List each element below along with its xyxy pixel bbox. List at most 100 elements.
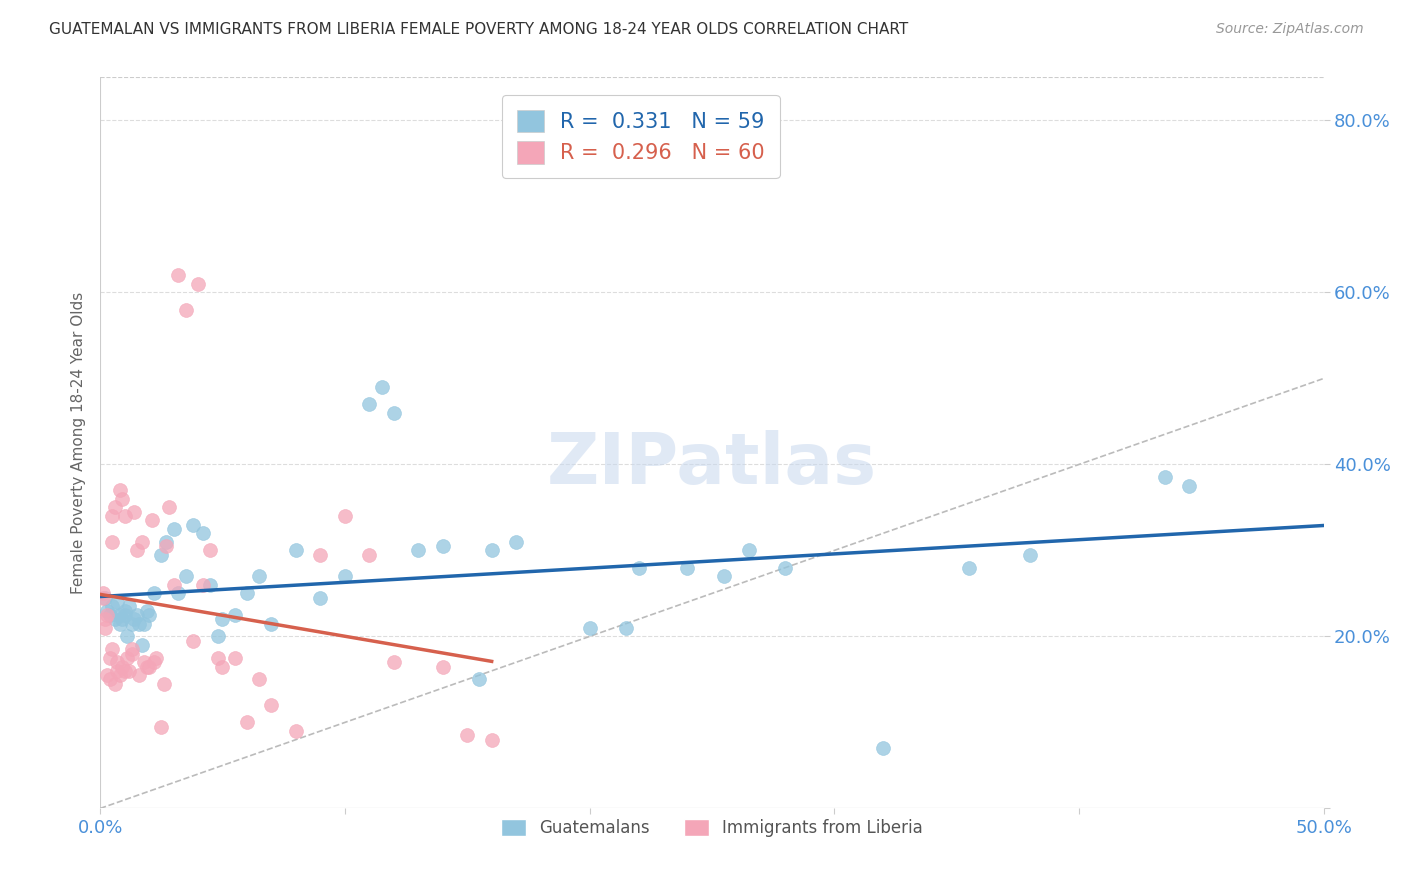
Point — [309, 548, 332, 562]
Point — [468, 673, 491, 687]
Point — [118, 664, 141, 678]
Point — [150, 548, 173, 562]
Point — [614, 621, 637, 635]
Point — [124, 612, 146, 626]
Point — [104, 612, 127, 626]
Point — [104, 677, 127, 691]
Point — [114, 607, 136, 622]
Point — [91, 591, 114, 605]
Point — [247, 569, 270, 583]
Point — [134, 655, 156, 669]
Point — [143, 586, 166, 600]
Point — [150, 720, 173, 734]
Point — [191, 578, 214, 592]
Point — [1019, 548, 1042, 562]
Point — [174, 569, 197, 583]
Point — [121, 647, 143, 661]
Point — [152, 677, 174, 691]
Point — [114, 604, 136, 618]
Point — [115, 630, 138, 644]
Y-axis label: Female Poverty Among 18-24 Year Olds: Female Poverty Among 18-24 Year Olds — [72, 292, 86, 594]
Point — [134, 616, 156, 631]
Point — [94, 612, 117, 626]
Point — [333, 509, 356, 524]
Point — [260, 698, 283, 713]
Point — [105, 595, 128, 609]
Point — [101, 599, 124, 614]
Point — [236, 715, 259, 730]
Point — [224, 651, 246, 665]
Point — [191, 526, 214, 541]
Point — [143, 655, 166, 669]
Point — [98, 673, 121, 687]
Point — [101, 642, 124, 657]
Point — [111, 491, 134, 506]
Point — [131, 638, 153, 652]
Point — [207, 651, 229, 665]
Point — [359, 548, 381, 562]
Point — [114, 509, 136, 524]
Point — [359, 397, 381, 411]
Point — [284, 543, 307, 558]
Point — [167, 268, 190, 283]
Point — [111, 612, 134, 626]
Point — [125, 543, 148, 558]
Point — [141, 513, 163, 527]
Point — [162, 578, 184, 592]
Legend: Guatemalans, Immigrants from Liberia: Guatemalans, Immigrants from Liberia — [495, 813, 929, 844]
Point — [627, 560, 650, 574]
Point — [128, 668, 150, 682]
Point — [432, 659, 454, 673]
Point — [121, 642, 143, 657]
Point — [505, 534, 527, 549]
Point — [91, 586, 114, 600]
Point — [121, 616, 143, 631]
Point — [94, 591, 117, 605]
Point — [260, 616, 283, 631]
Point — [174, 302, 197, 317]
Point — [94, 621, 117, 635]
Point — [309, 591, 332, 605]
Point — [872, 741, 894, 756]
Point — [187, 277, 209, 291]
Point — [167, 586, 190, 600]
Point — [211, 612, 233, 626]
Point — [96, 607, 118, 622]
Point — [101, 534, 124, 549]
Point — [481, 543, 503, 558]
Text: Source: ZipAtlas.com: Source: ZipAtlas.com — [1216, 22, 1364, 37]
Point — [98, 607, 121, 622]
Point — [105, 655, 128, 669]
Point — [135, 659, 157, 673]
Point — [155, 539, 177, 553]
Point — [200, 578, 222, 592]
Point — [98, 651, 121, 665]
Point — [111, 659, 134, 673]
Point — [432, 539, 454, 553]
Point — [162, 522, 184, 536]
Point — [131, 534, 153, 549]
Point — [138, 607, 160, 622]
Point — [108, 607, 131, 622]
Point — [481, 732, 503, 747]
Point — [104, 500, 127, 515]
Point — [676, 560, 699, 574]
Point — [211, 659, 233, 673]
Point — [775, 560, 797, 574]
Point — [114, 664, 136, 678]
Point — [138, 659, 160, 673]
Point — [382, 406, 405, 420]
Point — [118, 599, 141, 614]
Text: GUATEMALAN VS IMMIGRANTS FROM LIBERIA FEMALE POVERTY AMONG 18-24 YEAR OLDS CORRE: GUATEMALAN VS IMMIGRANTS FROM LIBERIA FE… — [49, 22, 908, 37]
Point — [135, 604, 157, 618]
Point — [124, 505, 146, 519]
Point — [96, 668, 118, 682]
Point — [105, 664, 128, 678]
Point — [406, 543, 429, 558]
Text: ZIPatlas: ZIPatlas — [547, 430, 877, 500]
Point — [108, 616, 131, 631]
Point — [456, 728, 478, 742]
Point — [737, 543, 759, 558]
Point — [224, 607, 246, 622]
Point — [370, 380, 392, 394]
